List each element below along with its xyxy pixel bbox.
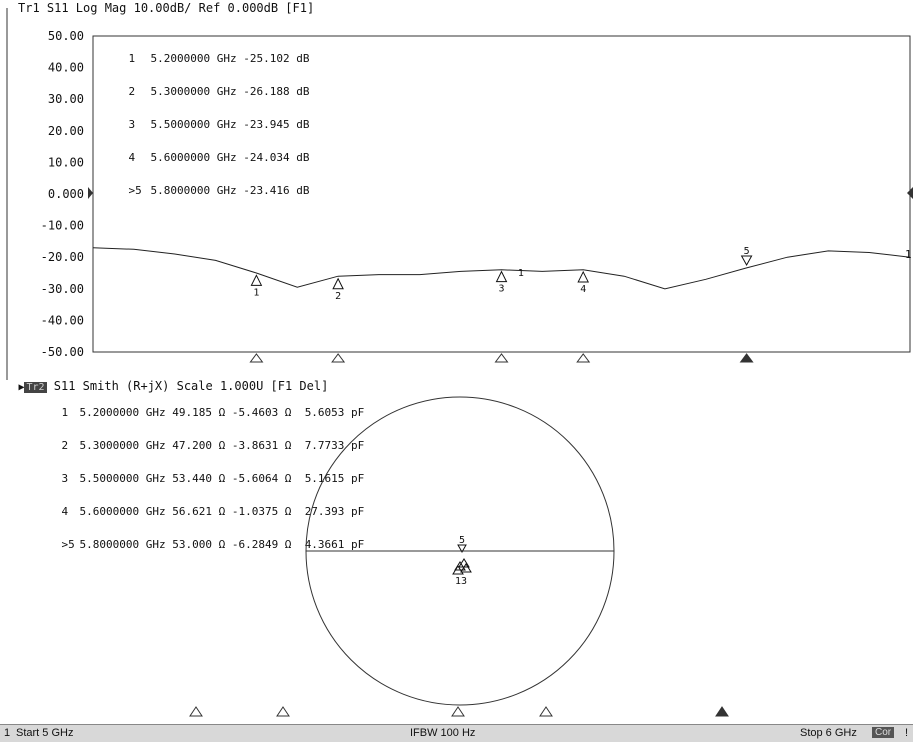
trace-marker-5[interactable] [740,255,753,267]
smith-marker-4[interactable] [460,563,472,573]
marker-row: >5 5.8000000 GHz 53.000 Ω -6.2849 Ω 4.366… [61,538,365,551]
bottom-marker-indicator[interactable] [739,353,754,363]
y-tick-label: -40.00 [41,313,84,327]
trace-marker-label: 3 [499,284,505,295]
smith-bottom-marker-2[interactable] [276,706,290,717]
trace-marker-label: 4 [580,284,586,295]
trace-marker-4[interactable] [577,270,590,283]
ref-level-right-arrow[interactable] [907,187,913,199]
smith-marker-5[interactable] [457,544,467,554]
active-trace-arrow-icon: ▶ [18,382,25,393]
trace-marker-label: 1 [253,287,259,298]
smith-label-5: 5 [459,535,465,546]
ref-level-left-arrow[interactable] [88,187,93,199]
smith-marker-cluster: 5 13 [452,535,472,587]
trace-marker-1[interactable] [250,274,263,286]
start-frequency[interactable]: Start 5 GHz [16,727,74,739]
marker-row: 2 5.3000000 GHz -26.188 dB [128,85,310,98]
y-tick-label: 0.000 [48,187,84,201]
trace-marker-2[interactable] [332,277,344,290]
trace2-badge[interactable]: Tr2 [24,382,47,393]
y-tick-label: -10.00 [41,219,84,233]
y-tick-label: 30.00 [48,92,84,106]
smith-bottom-marker-4[interactable] [539,706,553,717]
trace2-header: S11 Smith (R+jX) Scale 1.000U [F1 Del] [53,379,329,393]
marker-row: 1 5.2000000 GHz 49.185 Ω -5.4603 Ω 5.6053… [61,406,365,419]
trace-extra-label: 1 [518,268,524,279]
status-end-mark: ! [905,727,909,739]
y-tick-label: 50.00 [48,29,84,43]
y-tick-label: -30.00 [41,282,84,296]
y-tick-label: -50.00 [41,345,84,359]
marker-row: 1 5.2000000 GHz -25.102 dB [128,52,310,65]
s11-logmag-trace [92,247,911,290]
smith-marker-3[interactable] [452,565,464,575]
logmag-chart: 50.00 40.00 30.00 20.00 10.00 0.000 -10.00 -20.… [6,8,913,380]
bottom-marker-indicator[interactable] [576,353,591,363]
status-bar: 1 Start 5 GHz IFBW 100 Hz Stop 6 GHz Cor… [0,724,913,742]
smith-bottom-marker-3[interactable] [451,706,465,717]
bottom-marker-indicator[interactable] [249,353,264,363]
correction-badge[interactable]: Cor [872,727,895,738]
marker-row: 4 5.6000000 GHz 56.621 Ω -1.0375 Ω 27.393… [61,505,365,518]
trace1-header: Tr1 S11 Log Mag 10.00dB/ Ref 0.000dB [F1… [18,1,315,15]
smith-chart: 5 13 [189,396,729,717]
marker-row: 4 5.6000000 GHz -24.034 dB [128,151,310,164]
marker-row: 2 5.3000000 GHz 47.200 Ω -3.8631 Ω 7.7733… [61,439,365,452]
bottom-marker-indicator[interactable] [331,353,346,363]
trace1-marker-table: 1 5.2000000 GHz -25.102 dB 2 5.3000000 GHz… [102,42,310,207]
y-tick-label: 10.00 [48,155,84,169]
trace-marker-label: 2 [335,291,341,302]
ifbw-setting[interactable]: IFBW 100 Hz [410,727,476,739]
trace2-header-row[interactable]: ▶ Tr2 S11 Smith (R+jX) Scale 1.000U [F1 D… [4,365,328,393]
smith-label-13: 13 [455,576,467,587]
trace-end-label: 1 [905,248,912,261]
channel-number[interactable]: 1 [4,727,11,739]
y-tick-label: -20.00 [41,250,84,264]
marker-row: 3 5.5000000 GHz -23.945 dB [128,118,310,131]
smith-bottom-marker-5[interactable] [715,706,729,717]
marker-row: >5 5.8000000 GHz -23.416 dB [128,184,310,197]
bottom-marker-indicator[interactable] [494,353,509,363]
stop-frequency[interactable]: Stop 6 GHz [800,727,857,739]
y-tick-label: 20.00 [48,124,84,138]
trace-marker-3[interactable] [495,270,508,283]
trace-marker-label: 5 [744,246,750,257]
smith-bottom-marker-1[interactable] [189,706,203,717]
y-tick-label: 40.00 [48,61,84,75]
